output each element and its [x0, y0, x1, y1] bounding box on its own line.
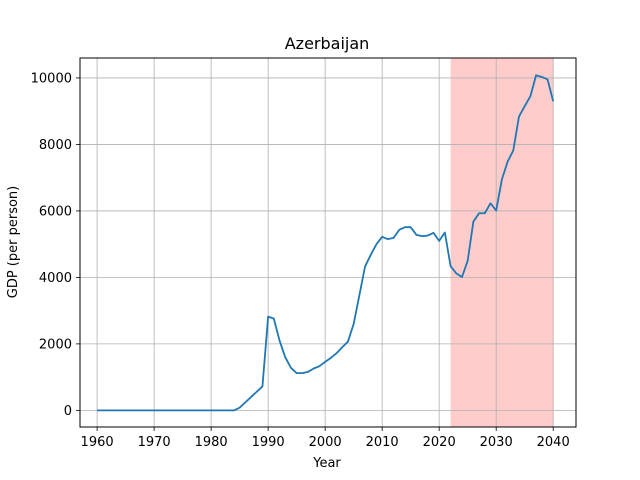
series-line	[97, 74, 555, 412]
x-tick-label: 1960	[81, 435, 114, 450]
x-tick-label: 1990	[252, 435, 285, 450]
y-axis-label: GDP (per person)	[6, 186, 21, 299]
y-tick-label: 8000	[39, 138, 72, 153]
plot-frame	[79, 57, 577, 428]
x-tick-label: 2010	[366, 435, 399, 450]
y-tick-label: 6000	[39, 204, 72, 219]
x-tick-label: 2020	[423, 435, 456, 450]
x-tick-label: 1980	[195, 435, 228, 450]
y-tick-label: 10000	[31, 71, 72, 86]
x-tick-label: 2030	[480, 435, 513, 450]
y-tick-label: 4000	[39, 271, 72, 286]
y-tick-label: 2000	[39, 337, 72, 352]
x-tick-label: 1970	[138, 435, 171, 450]
chart-title: Azerbaijan	[285, 34, 370, 53]
x-tick-label: 2040	[537, 435, 570, 450]
x-tick-label: 2000	[309, 435, 342, 450]
x-axis-label: Year	[312, 456, 341, 471]
highlight-region	[450, 58, 554, 427]
y-tick-label: 0	[64, 404, 72, 419]
